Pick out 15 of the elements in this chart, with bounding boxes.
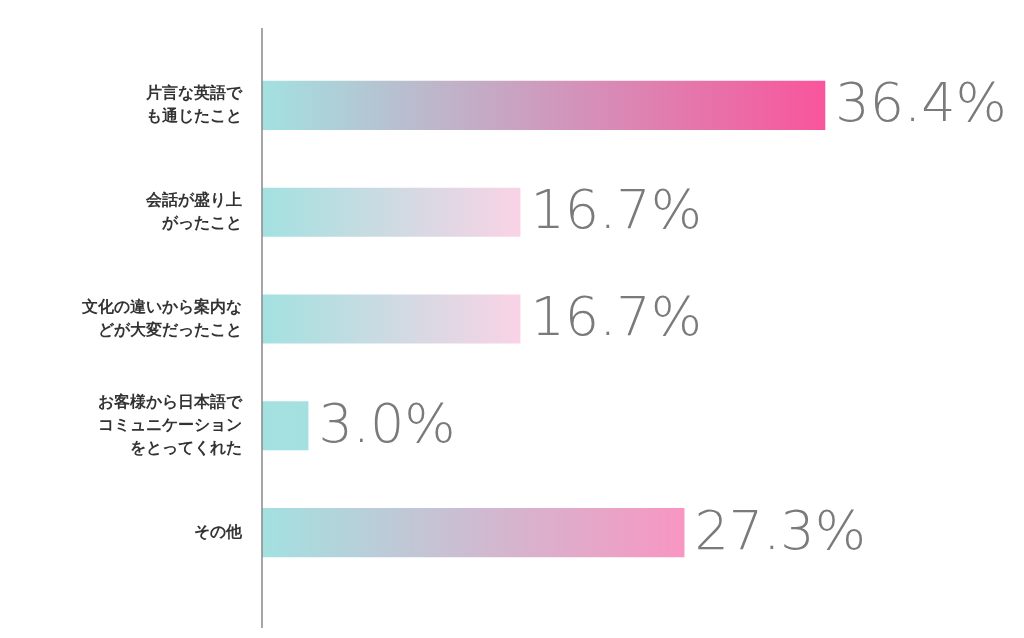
y-tick-label: お客様から日本語でコミュニケーションをとってくれた — [98, 391, 243, 458]
bar — [262, 294, 521, 344]
y-tick-label: その他 — [194, 521, 243, 541]
bar — [262, 80, 826, 130]
data-label: 3.0% — [318, 391, 456, 455]
y-tick-label: 文化の違いから案内などが大変だったこと — [81, 296, 242, 339]
bar — [262, 401, 309, 451]
data-label: 36.4% — [835, 71, 1007, 135]
y-tick-label: 会話が盛り上がったこと — [145, 189, 242, 232]
y-tick-label: 片言な英語でも通じたこと — [145, 82, 243, 126]
bar — [262, 508, 685, 558]
data-label: 27.3% — [694, 498, 867, 562]
bar — [262, 187, 521, 237]
data-label: 16.7% — [530, 178, 702, 242]
data-label: 16.7% — [530, 285, 702, 349]
